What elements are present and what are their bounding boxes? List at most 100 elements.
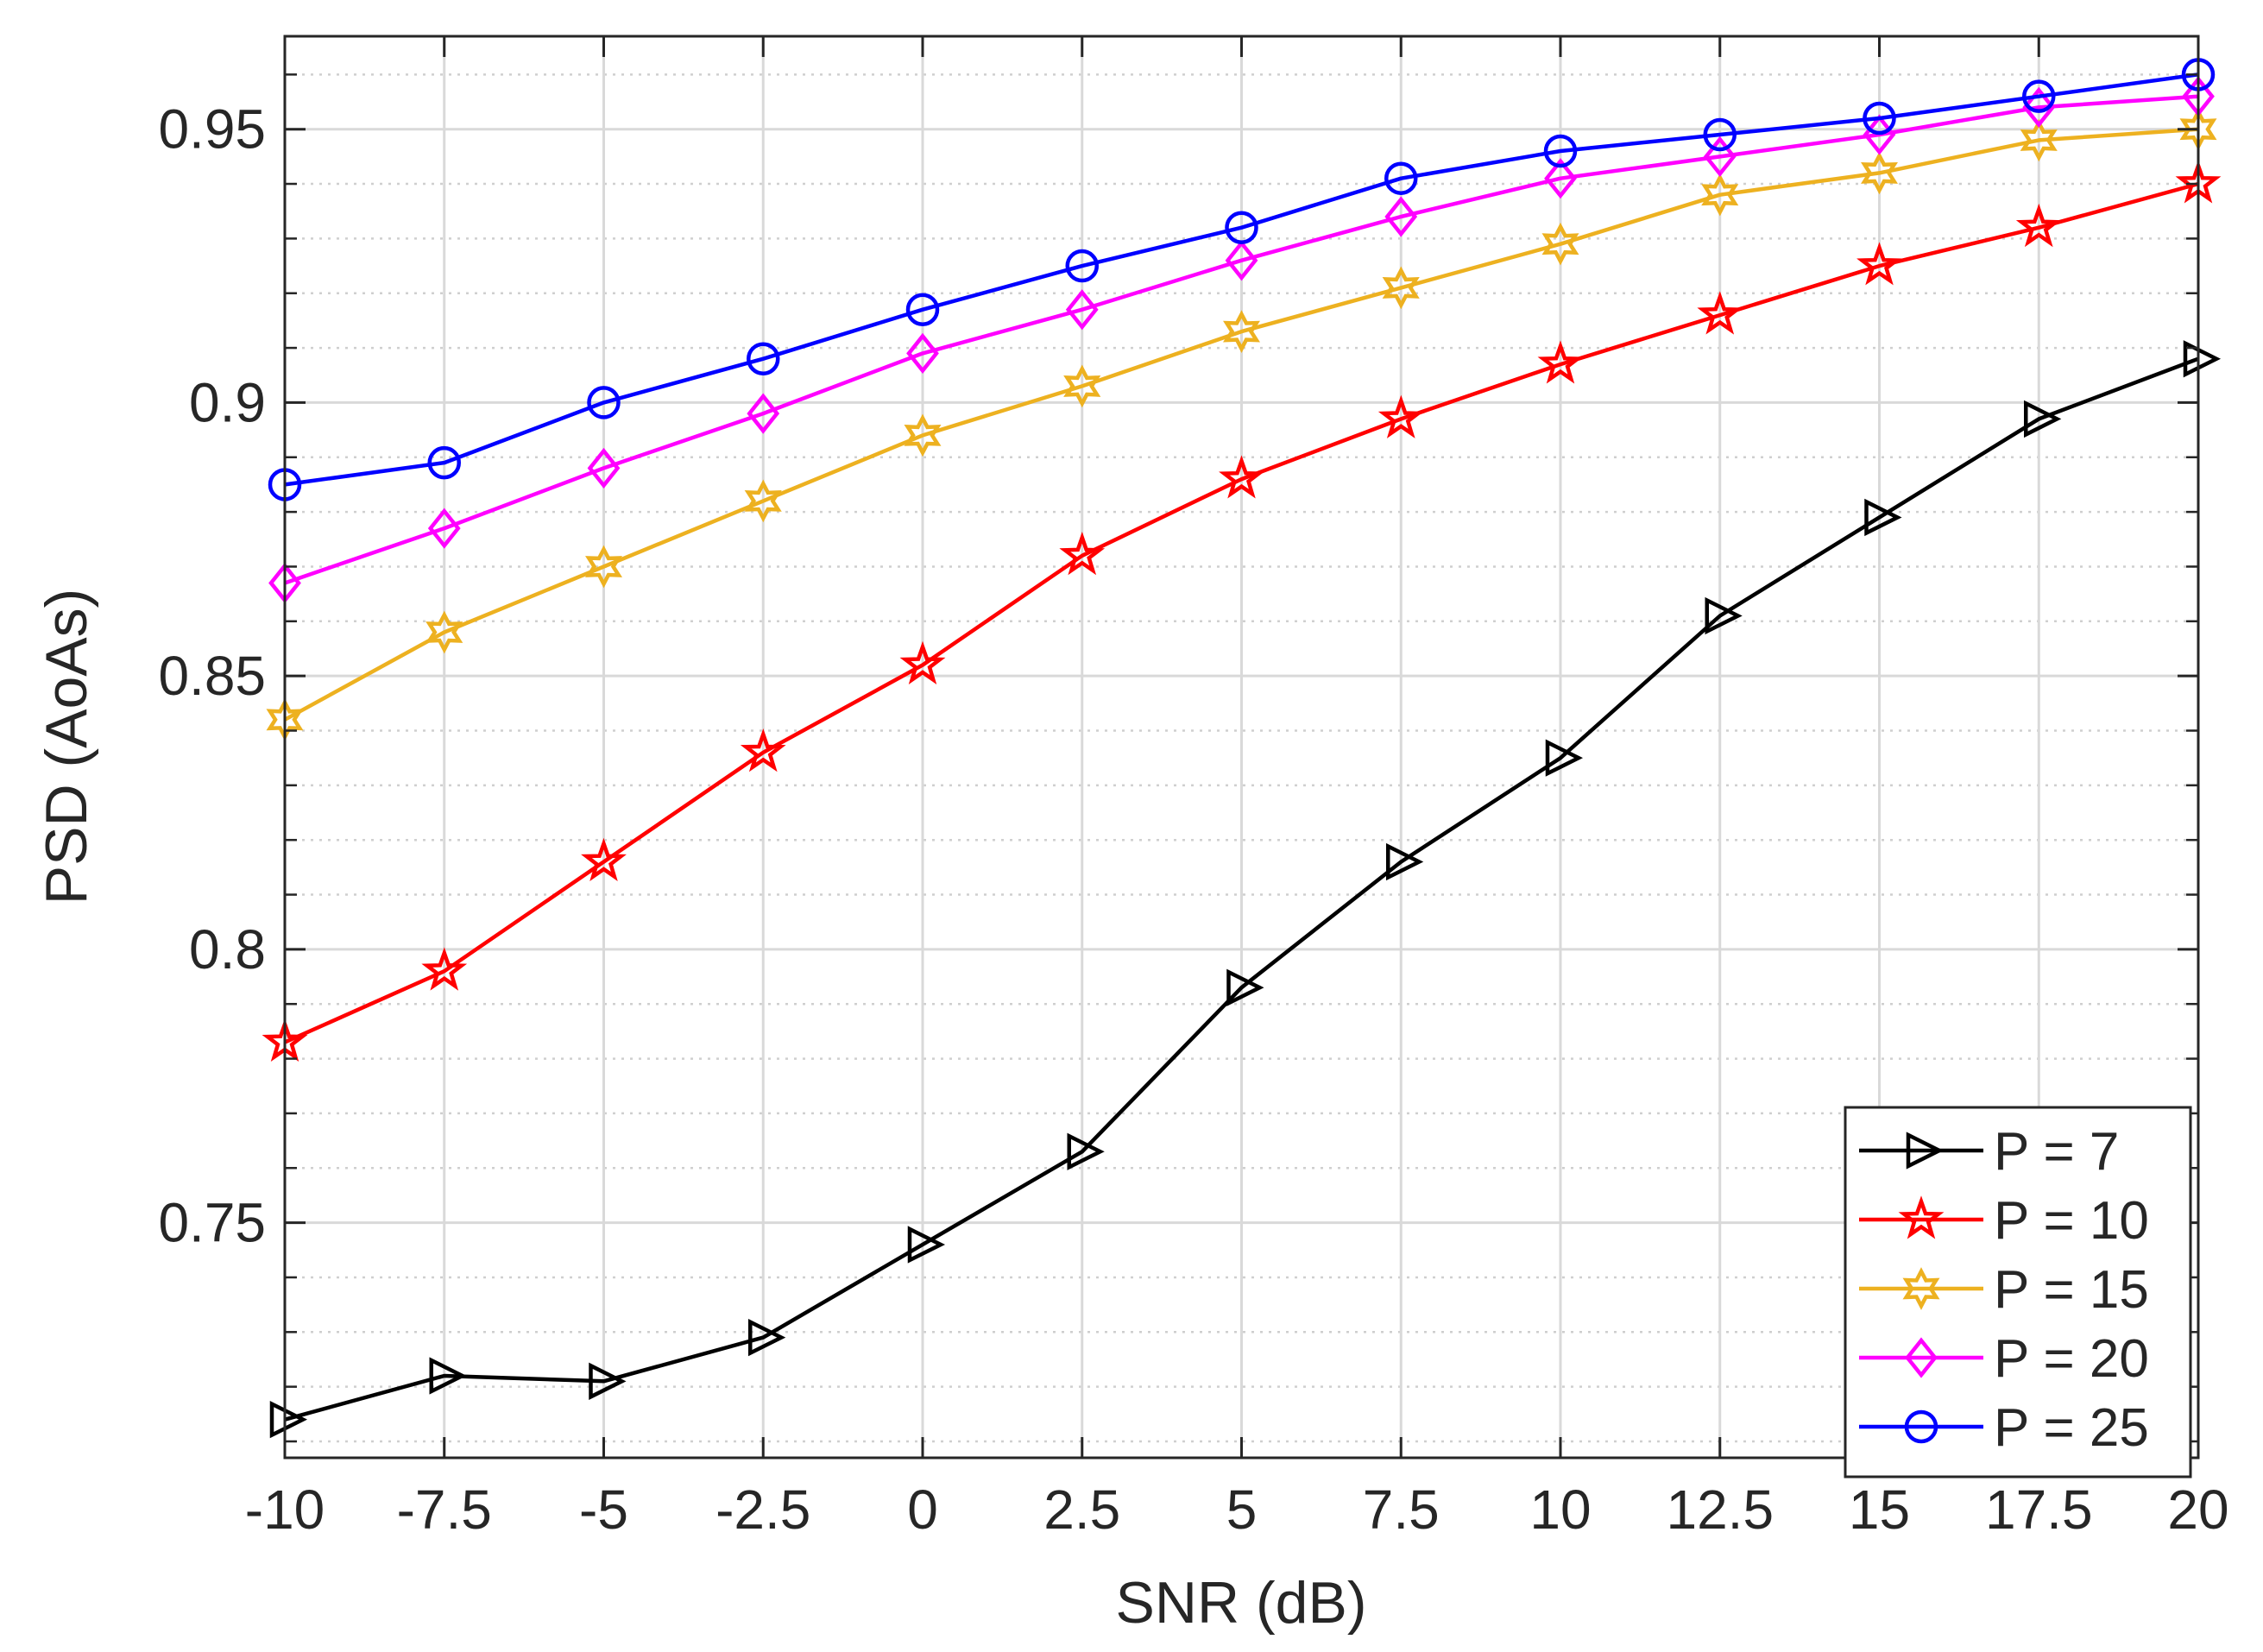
data-point xyxy=(589,1362,627,1400)
data-point xyxy=(1537,340,1584,384)
legend: P = 7 P = 10 P = 15 P = 20 P = 25 xyxy=(1844,1106,2192,1479)
data-point xyxy=(2022,79,2056,113)
data-point xyxy=(427,508,461,549)
legend-entry: P = 25 xyxy=(1859,1398,2149,1458)
series-line xyxy=(284,356,2199,1422)
data-point xyxy=(905,293,940,326)
data-point xyxy=(1705,596,1743,635)
data-point xyxy=(425,610,463,654)
x-tick-label: 0 xyxy=(907,1479,938,1541)
data-point xyxy=(2022,86,2056,128)
legend-marker xyxy=(1904,1409,1938,1444)
data-point xyxy=(1067,1132,1105,1170)
data-point xyxy=(581,837,627,881)
data-point xyxy=(1856,242,1902,286)
series-p-15 xyxy=(266,107,2217,741)
data-point xyxy=(1225,211,1258,244)
data-point xyxy=(1541,222,1579,266)
data-point xyxy=(904,413,942,457)
data-point xyxy=(587,447,621,489)
data-point xyxy=(1377,394,1424,438)
data-point xyxy=(1384,196,1418,237)
data-point xyxy=(907,1226,946,1264)
data-point xyxy=(269,1401,308,1439)
series-p-10 xyxy=(262,160,2222,1062)
data-point xyxy=(1545,739,1584,777)
data-point xyxy=(1065,249,1099,283)
y-tick-label: 0.8 xyxy=(189,918,266,980)
data-point xyxy=(747,393,780,434)
legend-entry: P = 15 xyxy=(1859,1260,2149,1320)
data-point xyxy=(744,479,782,523)
x-tick-label: 12.5 xyxy=(1666,1479,1774,1541)
data-point xyxy=(906,332,939,375)
data-point xyxy=(1863,101,1896,136)
data-point xyxy=(421,947,468,991)
axis-ticks: 0.75 0.8 0.85 0.9 0.95 -10 -7.5 -5 -2.5 0 2.5 5 7.5 1… xyxy=(158,36,2229,1541)
data-point xyxy=(1543,134,1578,168)
series-line xyxy=(283,127,2199,722)
y-tick-label: 0.85 xyxy=(158,645,266,707)
x-tick-label: -10 xyxy=(245,1479,325,1541)
data-point xyxy=(585,545,622,589)
legend-box xyxy=(1844,1106,2192,1479)
legend-label: P = 15 xyxy=(1994,1260,2149,1320)
legend-entry: P = 7 xyxy=(1859,1122,2119,1182)
data-point xyxy=(748,1318,786,1357)
data-point xyxy=(1219,455,1264,499)
x-tick-label: 2.5 xyxy=(1043,1479,1120,1541)
series-line xyxy=(284,73,2199,487)
data-point xyxy=(1697,291,1743,335)
data-point xyxy=(2020,118,2058,162)
x-tick-label: -2.5 xyxy=(715,1479,810,1541)
data-point xyxy=(1544,158,1577,199)
data-point xyxy=(1225,240,1258,281)
data-point xyxy=(2015,203,2062,248)
series-group xyxy=(262,58,2222,1439)
legend-label: P = 7 xyxy=(1994,1122,2119,1182)
y-axis-label: PSD (AoAs) xyxy=(34,589,99,905)
legend-entry: P = 20 xyxy=(1859,1329,2149,1389)
legend-label: P = 25 xyxy=(1994,1398,2149,1458)
data-point xyxy=(1703,117,1737,152)
data-point xyxy=(1384,161,1418,195)
legend-label: P = 20 xyxy=(1994,1329,2149,1389)
data-point xyxy=(740,728,786,772)
data-point xyxy=(1386,842,1424,881)
x-tick-label: 20 xyxy=(2167,1479,2228,1541)
legend-marker xyxy=(1905,1337,1938,1378)
data-point xyxy=(1063,364,1101,408)
x-tick-label: 7.5 xyxy=(1363,1479,1440,1541)
series-line xyxy=(284,181,2199,1044)
data-point xyxy=(2183,340,2222,378)
data-point xyxy=(587,386,621,419)
data-point xyxy=(1382,266,1420,310)
y-tick-label: 0.75 xyxy=(158,1192,266,1254)
data-point xyxy=(1226,968,1264,1006)
x-tick-label: -7.5 xyxy=(397,1479,492,1541)
x-axis-label: SNR (dB) xyxy=(1116,1570,1367,1636)
data-point xyxy=(1701,173,1739,217)
data-point xyxy=(429,1357,467,1395)
data-point xyxy=(1864,498,1902,537)
data-point xyxy=(899,640,946,684)
data-point xyxy=(2024,400,2062,438)
data-point xyxy=(1861,151,1898,195)
y-tick-label: 0.9 xyxy=(189,371,266,433)
data-point xyxy=(427,445,461,480)
data-point xyxy=(1059,532,1106,576)
legend-marker xyxy=(1902,1267,1940,1310)
x-tick-label: 17.5 xyxy=(1985,1479,2093,1541)
x-tick-label: 5 xyxy=(1226,1479,1258,1541)
data-point xyxy=(1703,136,1737,177)
y-tick-label: 0.95 xyxy=(158,98,266,161)
data-point xyxy=(747,342,780,375)
x-tick-label: 10 xyxy=(1529,1479,1591,1541)
x-tick-label: -5 xyxy=(579,1479,628,1541)
legend-marker xyxy=(1906,1132,1945,1170)
x-tick-label: 15 xyxy=(1849,1479,1910,1541)
series-p-7 xyxy=(269,340,2222,1439)
data-point xyxy=(1065,289,1099,331)
legend-marker xyxy=(1898,1195,1945,1239)
